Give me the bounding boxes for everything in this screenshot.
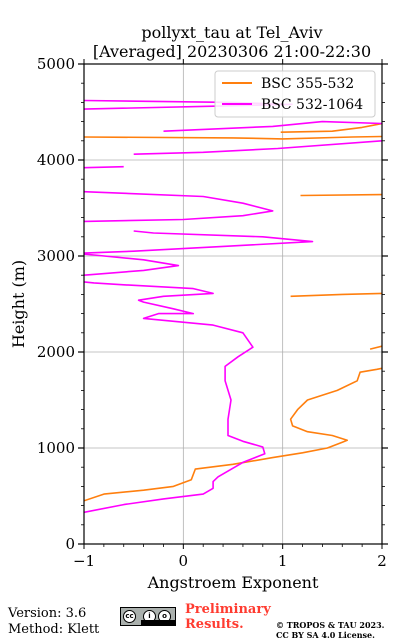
cc-circle-icon: cc: [123, 610, 136, 623]
x-tick-label: −1: [73, 552, 95, 570]
y-tick-label: 4000: [37, 151, 75, 169]
x-tick-label: 2: [377, 552, 387, 570]
cc-badge-strip: [141, 620, 175, 625]
series-line-bsc-532-1064: [133, 140, 382, 155]
cc-by-sa-icon: cc i o: [120, 607, 176, 626]
series-line-bsc-532-1064: [84, 190, 274, 223]
legend-label-bsc-355-532: BSC 355-532: [261, 76, 354, 92]
series-line-bsc-355-532: [300, 193, 382, 197]
series-line-bsc-355-532: [84, 135, 382, 140]
legend: BSC 355-532 BSC 532-1064: [214, 70, 376, 118]
y-tick-label: 1000: [37, 439, 75, 457]
y-tick-label: 2000: [37, 343, 75, 361]
preliminary-line-1: Preliminary: [185, 602, 271, 617]
preliminary-results-text: Preliminary Results.: [185, 602, 271, 632]
y-axis-label: Height (m): [9, 260, 28, 348]
copyright-text: © TROPOS & TAU 2023. CC BY SA 4.0 Licens…: [276, 620, 384, 640]
chart-title: pollyxt_tau at Tel_Aviv: [141, 23, 322, 42]
y-tick-label: 3000: [37, 247, 75, 265]
copyright-line-2: CC BY SA 4.0 License.: [276, 630, 375, 640]
series-line-bsc-532-1064: [84, 230, 314, 254]
series-line-bsc-355-532: [369, 345, 382, 350]
series-line-bsc-532-1064: [163, 120, 382, 132]
series-line-bsc-355-532: [280, 122, 382, 133]
method-text: Method: Klett: [8, 622, 100, 637]
x-axis-label: Angstroem Exponent: [147, 573, 319, 592]
grid-lines: [83, 63, 383, 545]
legend-label-bsc-532-1064: BSC 532-1064: [261, 97, 363, 113]
series-line-bsc-355-532: [290, 292, 382, 298]
series-line-bsc-532-1064: [84, 165, 124, 169]
series-line-bsc-355-532: [84, 367, 382, 502]
y-tick-label: 5000: [37, 55, 75, 73]
preliminary-line-2: Results.: [185, 617, 244, 632]
series-layer: [84, 99, 382, 514]
legend-box: [214, 70, 376, 118]
y-tick-label: 0: [65, 535, 75, 553]
x-tick-label: 0: [179, 552, 189, 570]
x-tick-label: 1: [278, 552, 288, 570]
plot-frame: [83, 63, 383, 545]
chart-subtitle: [Averaged] 20230306 21:00-22:30: [93, 42, 371, 61]
series-line-bsc-532-1064: [84, 253, 180, 276]
copyright-line-1: © TROPOS & TAU 2023.: [276, 620, 385, 630]
series-line-bsc-532-1064: [84, 281, 266, 514]
version-text: Version: 3.6: [8, 606, 87, 621]
